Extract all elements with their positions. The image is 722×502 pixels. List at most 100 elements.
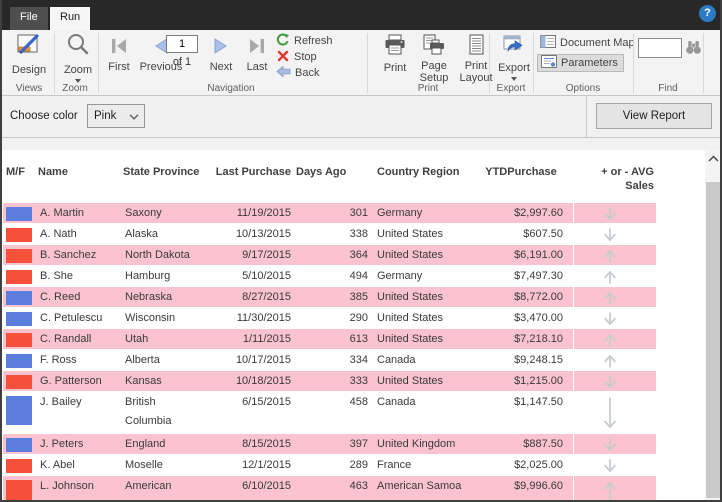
report-table: M/F Name State Province Last Purchase Da…	[3, 163, 656, 500]
table-row: C. Reed Nebraska 8/27/2015 385 United St…	[3, 287, 656, 308]
print-layout-button[interactable]: Print Layout	[456, 32, 496, 88]
print-layout-label: Print Layout	[459, 60, 493, 84]
state-cell: American Samoa	[125, 480, 172, 500]
last-page-button[interactable]: Last	[241, 32, 273, 88]
find-binoculars-icon[interactable]	[685, 40, 702, 58]
trend-cell	[573, 224, 656, 244]
stop-label: Stop	[294, 51, 317, 63]
help-icon[interactable]: ?	[699, 5, 716, 22]
tab-run[interactable]: Run	[50, 7, 91, 30]
trend-cell	[573, 392, 656, 433]
table-row: B. She Hamburg 5/10/2015 494 Germany $7,…	[3, 266, 656, 287]
last-purchase-cell: 8/27/2015	[242, 291, 291, 303]
gender-swatch	[6, 207, 32, 221]
days-ago-cell: 463	[349, 480, 368, 492]
navigation-group-label: Navigation	[207, 83, 255, 94]
table-row: B. Sanchez North Dakota 9/17/2015 364 Un…	[3, 245, 656, 266]
gender-swatch	[6, 459, 32, 473]
table-header-row: M/F Name State Province Last Purchase Da…	[3, 163, 656, 201]
gender-swatch	[6, 396, 32, 425]
ytd-purchase-cell: $3,470.00	[514, 312, 563, 324]
gender-swatch	[6, 354, 32, 368]
print-icon	[383, 34, 407, 59]
export-button[interactable]: Export	[494, 32, 534, 88]
country-cell: Germany	[377, 270, 423, 282]
days-ago-cell: 613	[349, 333, 368, 345]
gender-swatch	[6, 291, 32, 305]
state-cell: Moselle	[125, 459, 163, 471]
back-button[interactable]: Back	[276, 65, 319, 81]
ytd-purchase-cell: $7,218.10	[514, 333, 563, 345]
country-cell: France	[377, 459, 412, 471]
color-select[interactable]: Pink	[87, 104, 145, 128]
ytd-purchase-cell: $607.50	[523, 228, 563, 240]
gender-swatch	[6, 312, 32, 326]
gender-cell	[3, 329, 38, 349]
last-purchase-cell: 10/13/2015	[235, 228, 291, 240]
table-row: C. Petulescu Wisconsin 11/30/2015 290 Un…	[3, 308, 656, 329]
scrollbar-thumb[interactable]	[706, 182, 720, 498]
back-icon	[276, 65, 291, 81]
export-group-label: Export	[496, 83, 526, 94]
scroll-up-button[interactable]	[705, 150, 720, 167]
ytd-purchase-cell: $2,997.60	[514, 207, 563, 219]
find-input[interactable]	[638, 38, 682, 58]
trend-cell	[573, 287, 656, 307]
first-page-button[interactable]: First	[101, 32, 137, 88]
name-cell: J. Bailey	[40, 396, 82, 408]
table-row: L. Johnson American Samoa 6/10/2015 463 …	[3, 476, 656, 500]
gender-cell	[3, 350, 38, 370]
last-page-icon	[247, 37, 267, 58]
down-arrow-icon	[604, 311, 616, 325]
trend-cell	[573, 245, 656, 265]
trend-cell	[573, 371, 656, 391]
print-button[interactable]: Print	[377, 32, 413, 88]
zoom-label: Zoom	[63, 64, 93, 76]
zoom-button[interactable]: Zoom	[58, 32, 98, 88]
table-row: K. Abel Moselle 12/1/2015 289 France $2,…	[3, 455, 656, 476]
first-label: First	[108, 61, 130, 73]
refresh-label: Refresh	[294, 35, 333, 47]
last-purchase-cell: 5/10/2015	[242, 270, 291, 282]
state-cell: Hamburg	[125, 270, 171, 282]
document-map-button[interactable]: Document Map	[540, 35, 635, 51]
down-arrow-icon	[604, 227, 616, 241]
refresh-button[interactable]: Refresh	[276, 33, 333, 49]
name-cell: A. Martin	[40, 207, 85, 219]
last-purchase-cell: 9/17/2015	[242, 249, 291, 261]
parameters-toggle-button[interactable]: Parameters	[537, 54, 624, 72]
country-cell: United States	[377, 312, 444, 324]
ytd-purchase-cell: $9,996.60	[514, 480, 563, 492]
find-group-label: Find	[658, 83, 678, 94]
column-header-last-purchase: Last Purchase	[215, 166, 291, 178]
trend-cell	[573, 308, 656, 328]
gender-swatch	[6, 228, 32, 242]
state-cell: Utah	[125, 333, 149, 345]
down-arrow-icon	[604, 437, 616, 451]
stop-button[interactable]: Stop	[276, 49, 317, 65]
color-select-value: Pink	[94, 110, 117, 122]
last-purchase-cell: 11/30/2015	[236, 312, 291, 324]
name-cell: L. Johnson	[40, 480, 94, 492]
tab-file[interactable]: File	[10, 7, 48, 30]
parameters-icon	[541, 55, 557, 71]
country-cell: United States	[377, 228, 444, 240]
next-page-button[interactable]: Next	[202, 32, 240, 88]
back-label: Back	[295, 67, 320, 79]
gender-cell	[3, 266, 38, 286]
refresh-icon	[276, 33, 290, 50]
vertical-scrollbar[interactable]	[705, 150, 720, 500]
design-icon	[16, 32, 42, 61]
gender-swatch	[6, 438, 32, 452]
group-separator	[54, 33, 55, 93]
page-number-input[interactable]	[166, 35, 198, 53]
last-purchase-cell: 11/19/2015	[236, 207, 291, 219]
page-setup-button[interactable]: Page Setup	[414, 32, 454, 88]
design-button[interactable]: Design	[8, 32, 50, 88]
table-body: A. Martin Saxony 11/19/2015 301 Germany …	[3, 203, 656, 500]
view-report-button[interactable]: View Report	[596, 103, 712, 129]
days-ago-cell: 494	[349, 270, 368, 282]
gender-swatch	[6, 480, 32, 500]
trend-cell	[573, 329, 656, 349]
gender-cell	[3, 287, 38, 307]
